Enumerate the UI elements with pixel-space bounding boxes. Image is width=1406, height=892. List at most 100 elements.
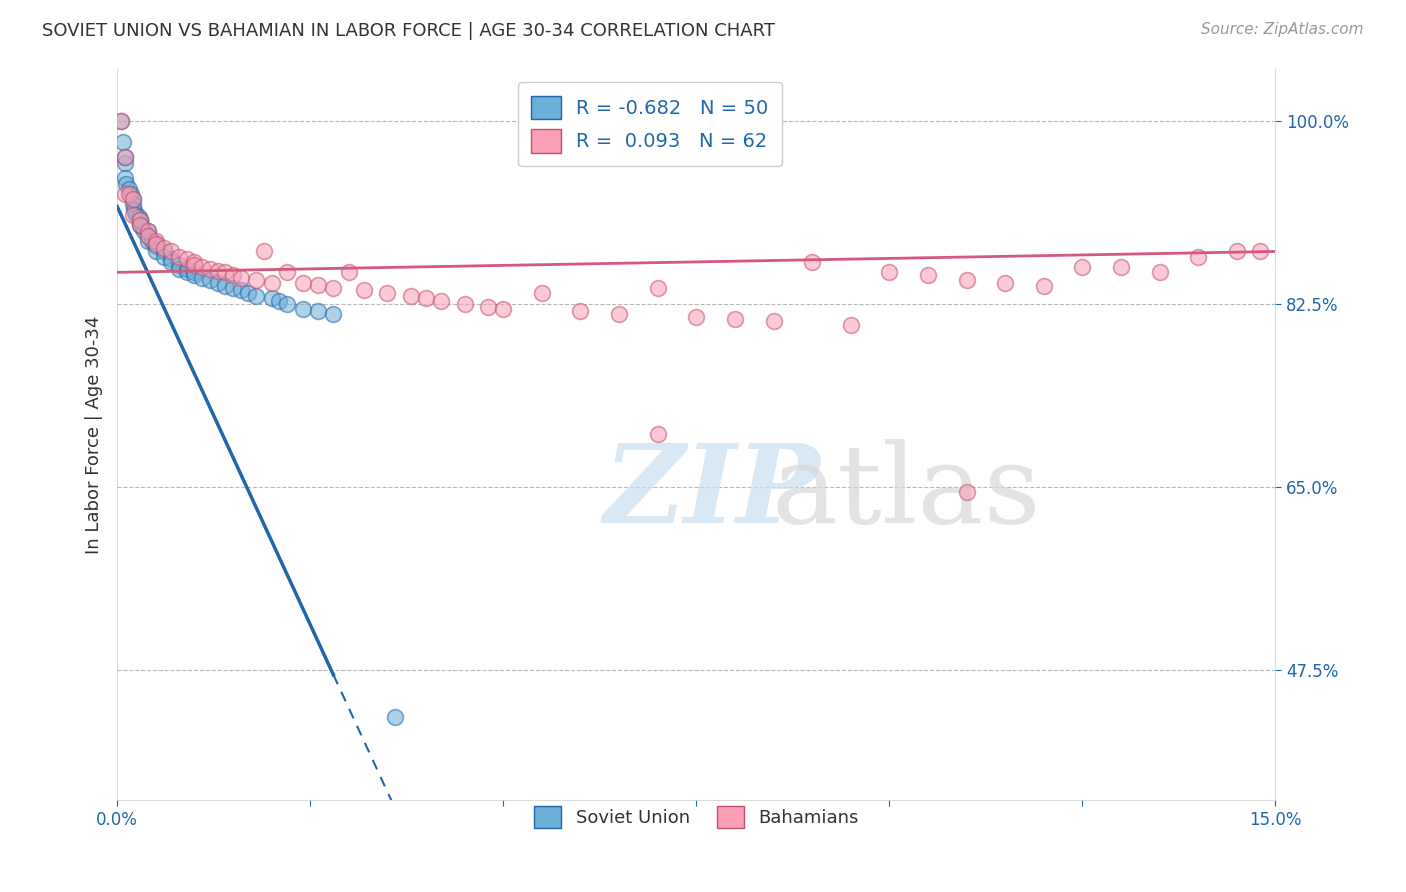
Point (214, 265, 236, 279)
Point (229, 270, 252, 285)
Point (291, 301, 314, 316)
Point (955, 484, 977, 499)
Point (112, 135, 135, 149)
Point (183, 255, 205, 269)
Point (176, 265, 198, 279)
Point (136, 223, 159, 237)
Point (229, 283, 252, 297)
Point (152, 244, 174, 259)
Point (145, 234, 167, 248)
Point (128, 210, 150, 224)
Y-axis label: In Labor Force | Age 30-34: In Labor Force | Age 30-34 (86, 315, 103, 554)
Point (131, 220, 153, 235)
Point (114, 171, 136, 186)
Point (307, 304, 329, 318)
Point (291, 276, 314, 290)
Point (724, 312, 747, 326)
Point (145, 244, 167, 259)
Point (110, 113, 132, 128)
Point (121, 208, 143, 222)
Point (353, 283, 375, 297)
Point (198, 262, 221, 277)
Point (276, 296, 298, 310)
Point (121, 192, 143, 206)
Point (569, 304, 592, 318)
Point (337, 265, 360, 279)
Point (129, 213, 152, 227)
Point (399, 289, 422, 303)
Point (121, 197, 143, 211)
Point (260, 292, 283, 306)
Text: atlas: atlas (772, 440, 1042, 547)
Point (129, 219, 152, 233)
Point (198, 273, 221, 287)
Point (141, 234, 163, 248)
Text: ZIP: ZIP (603, 439, 820, 547)
Point (160, 244, 183, 259)
Point (136, 223, 159, 237)
Point (129, 219, 152, 233)
Point (176, 262, 198, 277)
Point (322, 307, 344, 321)
Point (114, 155, 136, 169)
Point (269, 293, 291, 308)
Point (145, 237, 167, 252)
Point (222, 281, 245, 295)
Point (152, 241, 174, 255)
Point (145, 239, 167, 253)
Text: SOVIET UNION VS BAHAMIAN IN LABOR FORCE | AGE 30-34 CORRELATION CHART: SOVIET UNION VS BAHAMIAN IN LABOR FORCE … (42, 22, 775, 40)
Point (879, 265, 901, 279)
Point (477, 300, 499, 314)
Point (118, 182, 141, 196)
Point (607, 307, 630, 321)
Point (160, 252, 183, 266)
Point (115, 177, 138, 191)
Point (121, 192, 143, 206)
Point (110, 113, 132, 128)
Point (136, 234, 159, 248)
Point (160, 255, 183, 269)
Point (125, 208, 148, 222)
Point (1249, 244, 1271, 259)
Point (136, 228, 159, 243)
Point (118, 186, 141, 201)
Point (183, 268, 205, 283)
Point (647, 427, 669, 442)
Point (430, 293, 453, 308)
Legend: Soviet Union, Bahamians: Soviet Union, Bahamians (527, 798, 866, 835)
Point (122, 202, 145, 217)
Point (222, 268, 245, 283)
Point (415, 292, 437, 306)
Point (1109, 260, 1132, 274)
Point (183, 265, 205, 279)
Point (191, 260, 214, 274)
Point (214, 279, 236, 293)
Point (762, 314, 785, 328)
Point (994, 276, 1017, 290)
Point (114, 150, 136, 164)
Point (322, 281, 344, 295)
Point (145, 237, 167, 252)
Point (253, 244, 276, 259)
Point (167, 258, 190, 272)
Point (530, 286, 553, 301)
Point (453, 296, 475, 310)
Point (136, 228, 159, 243)
Point (307, 277, 329, 292)
Point (167, 250, 190, 264)
Point (134, 223, 156, 237)
Point (167, 262, 190, 277)
Point (152, 250, 174, 264)
Point (377, 286, 399, 301)
Point (183, 258, 205, 272)
Point (917, 268, 939, 283)
Point (839, 318, 862, 332)
Point (207, 276, 229, 290)
Point (801, 255, 824, 269)
Point (1187, 250, 1209, 264)
Point (685, 310, 707, 325)
Point (492, 301, 515, 316)
Point (238, 286, 260, 301)
Point (129, 213, 152, 227)
Point (207, 264, 229, 278)
